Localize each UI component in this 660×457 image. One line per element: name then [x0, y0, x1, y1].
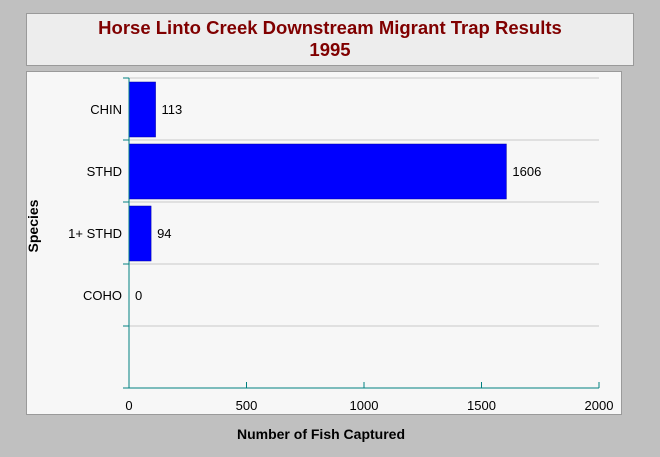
category-label: COHO [83, 288, 122, 303]
chart-title-box: Horse Linto Creek Downstream Migrant Tra… [26, 13, 634, 66]
bar-sthd [128, 143, 507, 200]
x-tick-label: 2000 [585, 398, 614, 413]
x-tick-label: 1500 [467, 398, 496, 413]
category-label: 1+ STHD [68, 226, 122, 241]
data-label: 1606 [512, 164, 541, 179]
bar-1-sthd [128, 205, 152, 262]
grid-lines [129, 77, 599, 389]
data-label: 94 [157, 226, 171, 241]
y-axis-label: Species [25, 199, 41, 252]
x-axis-label: Number of Fish Captured [237, 426, 405, 442]
axes [123, 77, 600, 389]
category-label: CHIN [90, 102, 122, 117]
plot-panel [26, 71, 622, 415]
bar-chin [128, 81, 156, 138]
labels: CHIN 113 STHD 1606 1+ STHD 94 COHO 0 0 500 1000 150… [68, 102, 613, 413]
chart-subtitle: 1995 [309, 39, 351, 60]
category-label: STHD [87, 164, 122, 179]
data-label: 0 [135, 288, 142, 303]
bars [128, 81, 507, 262]
x-tick-label: 1000 [350, 398, 379, 413]
chart-title: Horse Linto Creek Downstream Migrant Tra… [98, 17, 562, 38]
x-tick-label: 0 [125, 398, 132, 413]
data-label: 113 [162, 102, 183, 117]
x-tick-label: 500 [236, 398, 258, 413]
